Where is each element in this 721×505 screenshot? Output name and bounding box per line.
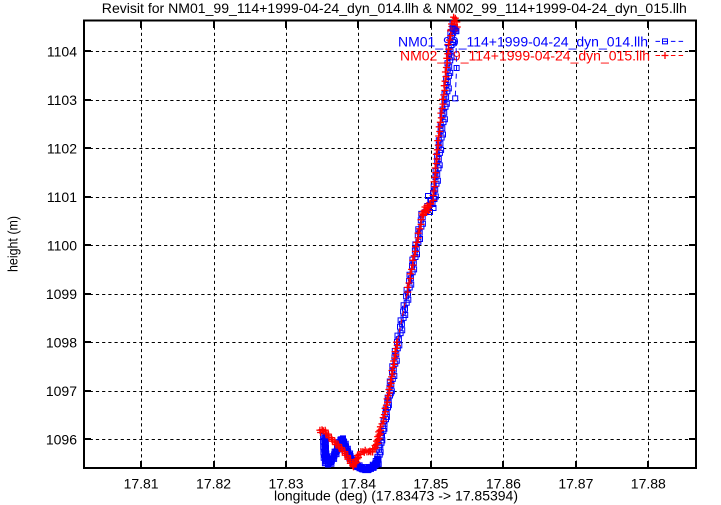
svg-text:17.85: 17.85 [413, 475, 448, 491]
svg-text:1096: 1096 [46, 431, 77, 447]
svg-text:17.83: 17.83 [268, 475, 303, 491]
svg-text:1104: 1104 [47, 44, 77, 60]
svg-text:1101: 1101 [47, 189, 77, 205]
svg-text:17.84: 17.84 [341, 475, 376, 491]
svg-text:1099: 1099 [46, 286, 77, 302]
svg-text:1102: 1102 [47, 140, 77, 156]
svg-text:1100: 1100 [47, 237, 77, 253]
svg-text:NM01_99_114+1999-04-24_dyn_014: NM01_99_114+1999-04-24_dyn_014.llh [398, 33, 648, 49]
svg-text:1097: 1097 [46, 383, 77, 399]
svg-text:longitude (deg) (17.83473 -> 1: longitude (deg) (17.83473 -> 17.85394) [274, 488, 518, 504]
svg-text:17.88: 17.88 [631, 475, 666, 491]
svg-text:1103: 1103 [47, 92, 77, 108]
svg-text:17.86: 17.86 [486, 475, 521, 491]
svg-text:17.82: 17.82 [196, 475, 231, 491]
svg-text:17.87: 17.87 [558, 475, 593, 491]
svg-text:Revisit for NM01_99_114+1999-0: Revisit for NM01_99_114+1999-04-24_dyn_0… [102, 0, 687, 16]
svg-text:height (m): height (m) [5, 216, 21, 272]
svg-text:1098: 1098 [46, 334, 77, 350]
svg-text:NM02_99_114+1999-04-24_dyn_015: NM02_99_114+1999-04-24_dyn_015.llh [400, 47, 650, 63]
svg-text:17.81: 17.81 [124, 475, 159, 491]
